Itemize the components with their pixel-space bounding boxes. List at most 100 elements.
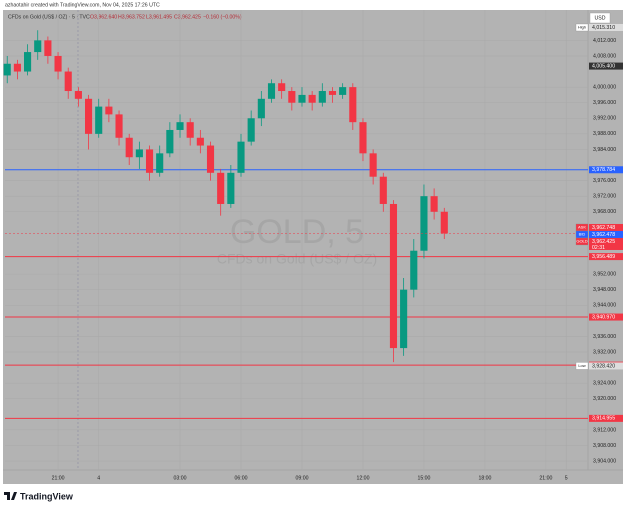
candle-body <box>278 83 286 92</box>
candle-body <box>95 106 103 134</box>
credit: azhaotahir created with TradingView.com,… <box>5 2 160 8</box>
candle-body <box>217 172 225 204</box>
candle-body <box>34 40 42 53</box>
x-tick-label: 5 <box>565 475 568 481</box>
level-label-box <box>589 313 623 321</box>
candle-body <box>400 289 408 349</box>
y-tick-label: 3,992.000 <box>593 116 616 122</box>
price-label: 4,015.310 <box>592 25 615 31</box>
y-tick-label: 3,968.000 <box>593 209 616 215</box>
candle-body <box>257 98 265 119</box>
y-tick-label: 4,012.000 <box>593 38 616 44</box>
candle-body <box>13 63 21 72</box>
price-label-box <box>589 223 623 231</box>
candle-body <box>237 141 245 173</box>
countdown: 02:31 <box>592 245 605 251</box>
price-label: 3,962.425 <box>592 239 615 245</box>
y-tick-label: 3,924.000 <box>593 381 616 387</box>
x-tick-label: 21:00 <box>52 475 65 481</box>
y-tick-label: 3,912.000 <box>593 427 616 433</box>
level-label: 3,914.955 <box>592 416 615 422</box>
y-tick-label: 3,988.000 <box>593 131 616 137</box>
y-tick-label: 3,948.000 <box>593 287 616 293</box>
y-tick-label: 3,976.000 <box>593 178 616 184</box>
price-tag: Low <box>578 363 585 368</box>
y-tick-label: 3,936.000 <box>593 334 616 340</box>
candle-body <box>389 203 398 349</box>
candle-body <box>135 149 143 158</box>
candle-body <box>349 87 357 123</box>
level-label: 3,978.784 <box>592 167 615 173</box>
price-tag: ASK <box>578 225 586 230</box>
plot-bg <box>3 10 623 484</box>
grid <box>5 10 588 470</box>
y-tick-label: 3,996.000 <box>593 100 616 106</box>
watermark: GOLD, 5 CFDs on Gold (US$ / OZ) <box>217 213 377 267</box>
candle-body <box>74 91 82 99</box>
level-label-box <box>589 414 623 422</box>
currency-box[interactable] <box>589 12 611 24</box>
level-label-box <box>589 166 623 174</box>
brand: TradingView <box>20 491 74 501</box>
candle-body <box>156 153 164 173</box>
x-tick-label: 4 <box>97 475 100 481</box>
y-tick-label: 3,984.000 <box>593 147 616 153</box>
price-label: 3,962.748 <box>592 225 615 231</box>
price-label-box <box>589 23 623 31</box>
candle-body <box>64 71 72 92</box>
candle-body <box>145 149 154 173</box>
price-tag-box <box>575 23 589 32</box>
price-tag: High <box>578 25 586 30</box>
x-tick-label: 09:00 <box>295 475 308 481</box>
candle-body <box>379 176 387 204</box>
candle-body <box>206 145 215 173</box>
candle-body <box>54 55 62 72</box>
level-label-box <box>589 253 623 261</box>
x-tick-label: 21:00 <box>539 475 552 481</box>
symbol: CFDs on Gold (US$ / OZ) · 5 · TVC <box>8 14 90 20</box>
candle-body <box>196 137 204 146</box>
candle-body <box>84 98 93 134</box>
candle-body <box>420 196 428 251</box>
currency: USD <box>595 15 606 21</box>
candle-body <box>308 94 316 103</box>
candle-body <box>288 91 296 103</box>
candle-body <box>247 118 255 142</box>
y-tick-label: 3,932.000 <box>593 349 616 355</box>
x-tick-label: 18:00 <box>478 475 491 481</box>
y-tick-label: 3,952.000 <box>593 271 616 277</box>
candle-body <box>339 87 347 95</box>
ohlc-change: −0.160 (−0.00%) <box>203 14 242 20</box>
candle-body <box>44 40 52 56</box>
candle-body <box>227 172 235 204</box>
price-label: 4,005.400 <box>592 63 615 69</box>
candle-body <box>298 94 306 103</box>
candle-body <box>186 122 194 138</box>
price-tag-box <box>575 362 589 370</box>
candle-body <box>318 91 326 103</box>
price-label-box <box>589 230 623 238</box>
price-tag-box <box>575 237 589 246</box>
ohlc-h: H3,963.752 <box>118 14 145 20</box>
candle-body <box>410 250 418 290</box>
ohlc-c: C3,962.425 <box>174 14 201 20</box>
candle-body <box>440 211 448 234</box>
brand-logo: TradingView <box>4 491 74 501</box>
level-label: 3,956.489 <box>592 254 615 260</box>
price-label-box <box>589 237 623 250</box>
candle-body <box>267 83 276 99</box>
candle-body <box>176 122 184 130</box>
candle-body <box>359 122 367 154</box>
price-tag: BID <box>579 232 586 237</box>
x-tick-label: 12:00 <box>356 475 369 481</box>
candle-body <box>24 52 32 72</box>
y-tick-label: 3,944.000 <box>593 303 616 309</box>
watermark-subtitle: CFDs on Gold (US$ / OZ) <box>217 251 377 267</box>
candle-body <box>430 196 438 212</box>
y-tick-label: 4,008.000 <box>593 53 616 59</box>
ohlc-l: L3,961.495 <box>146 14 172 20</box>
candle-body <box>3 63 11 76</box>
x-tick-label: 15:00 <box>417 475 430 481</box>
y-tick-label: 3,920.000 <box>593 396 616 402</box>
